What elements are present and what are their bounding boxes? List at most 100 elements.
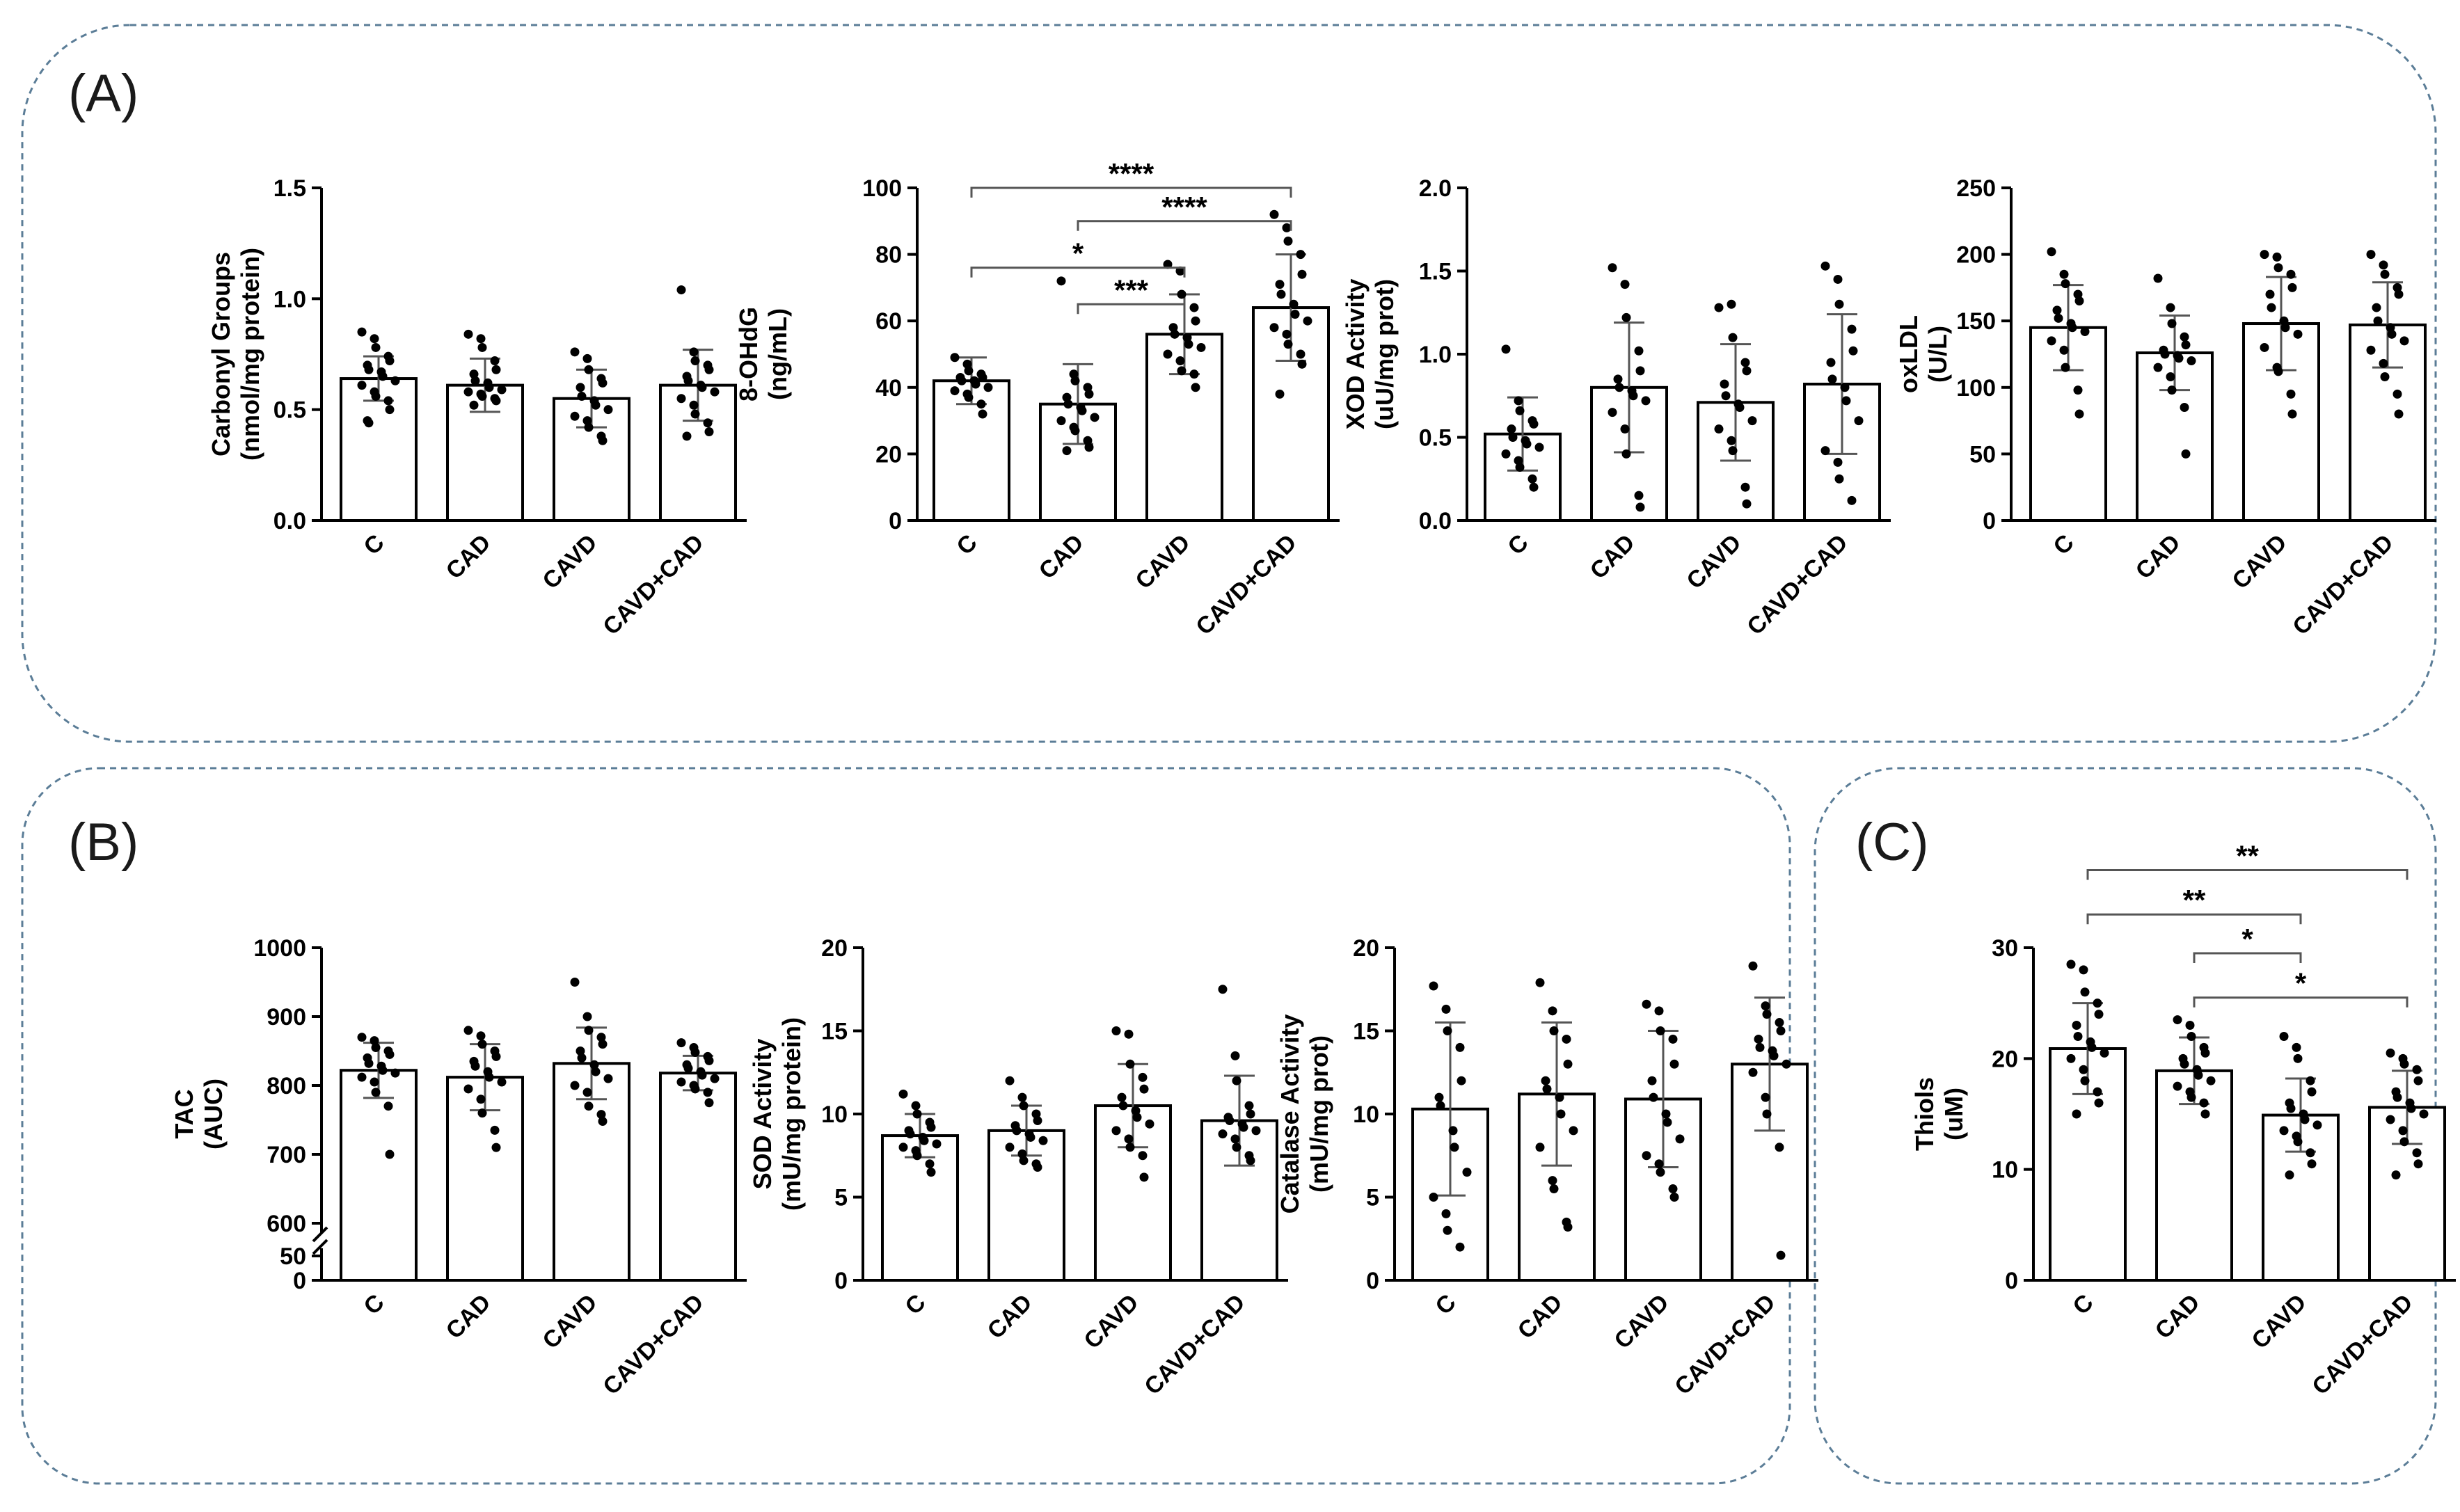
data-point (2272, 252, 2282, 262)
data-point (2392, 1092, 2402, 1102)
y-tick-label: 1.5 (273, 175, 306, 202)
y-tick-label: 50 (1969, 441, 1996, 468)
y-tick-label: 10 (1353, 1101, 1379, 1128)
data-point (2265, 289, 2275, 299)
data-point (1056, 416, 1066, 426)
category-label-CAD: CAD (441, 530, 496, 584)
y-axis-label: (AUC) (199, 1079, 228, 1149)
data-point (576, 383, 585, 392)
data-point (2279, 1126, 2289, 1136)
data-point (1441, 1209, 1451, 1218)
data-point (1012, 1126, 1022, 1136)
data-point (598, 1040, 608, 1049)
data-point (2412, 1148, 2422, 1158)
data-point (964, 392, 974, 402)
data-point (2260, 250, 2269, 260)
y-tick-label: 40 (875, 375, 902, 401)
data-point (1647, 1076, 1657, 1085)
y-tick-label: 0 (834, 1268, 848, 1294)
y-tick-label: 1.0 (273, 286, 306, 312)
data-point (570, 1081, 580, 1090)
data-point (470, 1061, 480, 1071)
data-point (2072, 1109, 2081, 1119)
data-point (476, 1095, 486, 1104)
data-point (463, 1084, 473, 1094)
data-point (704, 1056, 714, 1065)
data-point (1017, 1092, 1027, 1102)
data-point (1290, 310, 1300, 319)
data-point (2073, 1031, 2083, 1041)
data-point (1132, 1113, 1142, 1122)
data-point (710, 1074, 720, 1083)
data-point (1740, 358, 1750, 367)
y-axis-label: Catalase Activity (1276, 1014, 1304, 1214)
data-point (1125, 1059, 1135, 1069)
data-point (2187, 356, 2196, 366)
data-point (1138, 1072, 1148, 1082)
data-point (690, 356, 700, 366)
y-tick-label: 0.5 (1419, 425, 1452, 452)
data-point (1139, 1172, 1149, 1182)
data-point (1847, 495, 1857, 505)
data-point (1529, 482, 1539, 492)
significance-label: **** (1161, 191, 1207, 223)
data-point (898, 1143, 908, 1152)
y-tick-label: 1000 (253, 935, 306, 962)
bar-C (340, 1069, 418, 1282)
y-tick-label: 150 (1956, 308, 1996, 335)
data-point (2200, 1109, 2210, 1119)
data-point (1056, 276, 1066, 286)
data-point (2160, 349, 2170, 359)
category-label-CAVD+CAD: CAVD+CAD (1742, 530, 1852, 640)
data-point (1748, 961, 1758, 971)
data-point (2072, 1021, 2081, 1030)
y-tick-label: 900 (267, 1004, 306, 1030)
data-point (1620, 280, 1630, 289)
y-axis-label: Thiols (1910, 1077, 1939, 1151)
data-point (1522, 439, 1532, 449)
data-point (2292, 1042, 2301, 1052)
y-axis-label: (uM) (1939, 1088, 1968, 1140)
data-point (1289, 299, 1299, 309)
data-point (1755, 1042, 1765, 1052)
category-label-CAD: CAD (441, 1289, 496, 1344)
data-point (2061, 279, 2070, 289)
data-point (1833, 457, 1843, 467)
data-point (1728, 333, 1738, 342)
data-point (2093, 998, 2102, 1008)
data-point (2419, 1109, 2429, 1119)
data-point (690, 409, 700, 419)
data-point (1668, 1034, 1678, 1044)
data-point (1457, 1076, 1466, 1085)
data-point (1189, 303, 1199, 312)
data-point (971, 379, 981, 389)
data-point (477, 342, 487, 352)
y-tick-label: 200 (1956, 242, 1996, 269)
data-point (1548, 1006, 1557, 1016)
data-point (1535, 1143, 1545, 1152)
data-point (2059, 269, 2069, 279)
y-tick-label: 20 (1992, 1046, 2018, 1072)
data-point (2267, 303, 2276, 312)
bar-CAVD+CAD (659, 1072, 737, 1282)
significance-label: ** (2183, 884, 2206, 916)
data-point (2080, 326, 2090, 336)
category-label-CAD: CAD (2131, 530, 2186, 584)
data-point (978, 409, 987, 419)
data-point (463, 387, 473, 397)
data-point (603, 405, 613, 415)
data-point (1608, 263, 1617, 273)
data-point (1776, 1026, 1786, 1035)
data-point (385, 405, 395, 415)
data-point (383, 1101, 393, 1111)
y-axis-label: TAC (170, 1089, 198, 1138)
data-point (2380, 269, 2390, 279)
data-point (2094, 1098, 2104, 1108)
data-point (1177, 366, 1187, 376)
data-point (1070, 376, 1080, 385)
data-point (1742, 499, 1752, 509)
data-point (676, 394, 686, 404)
data-point (1139, 1084, 1149, 1094)
